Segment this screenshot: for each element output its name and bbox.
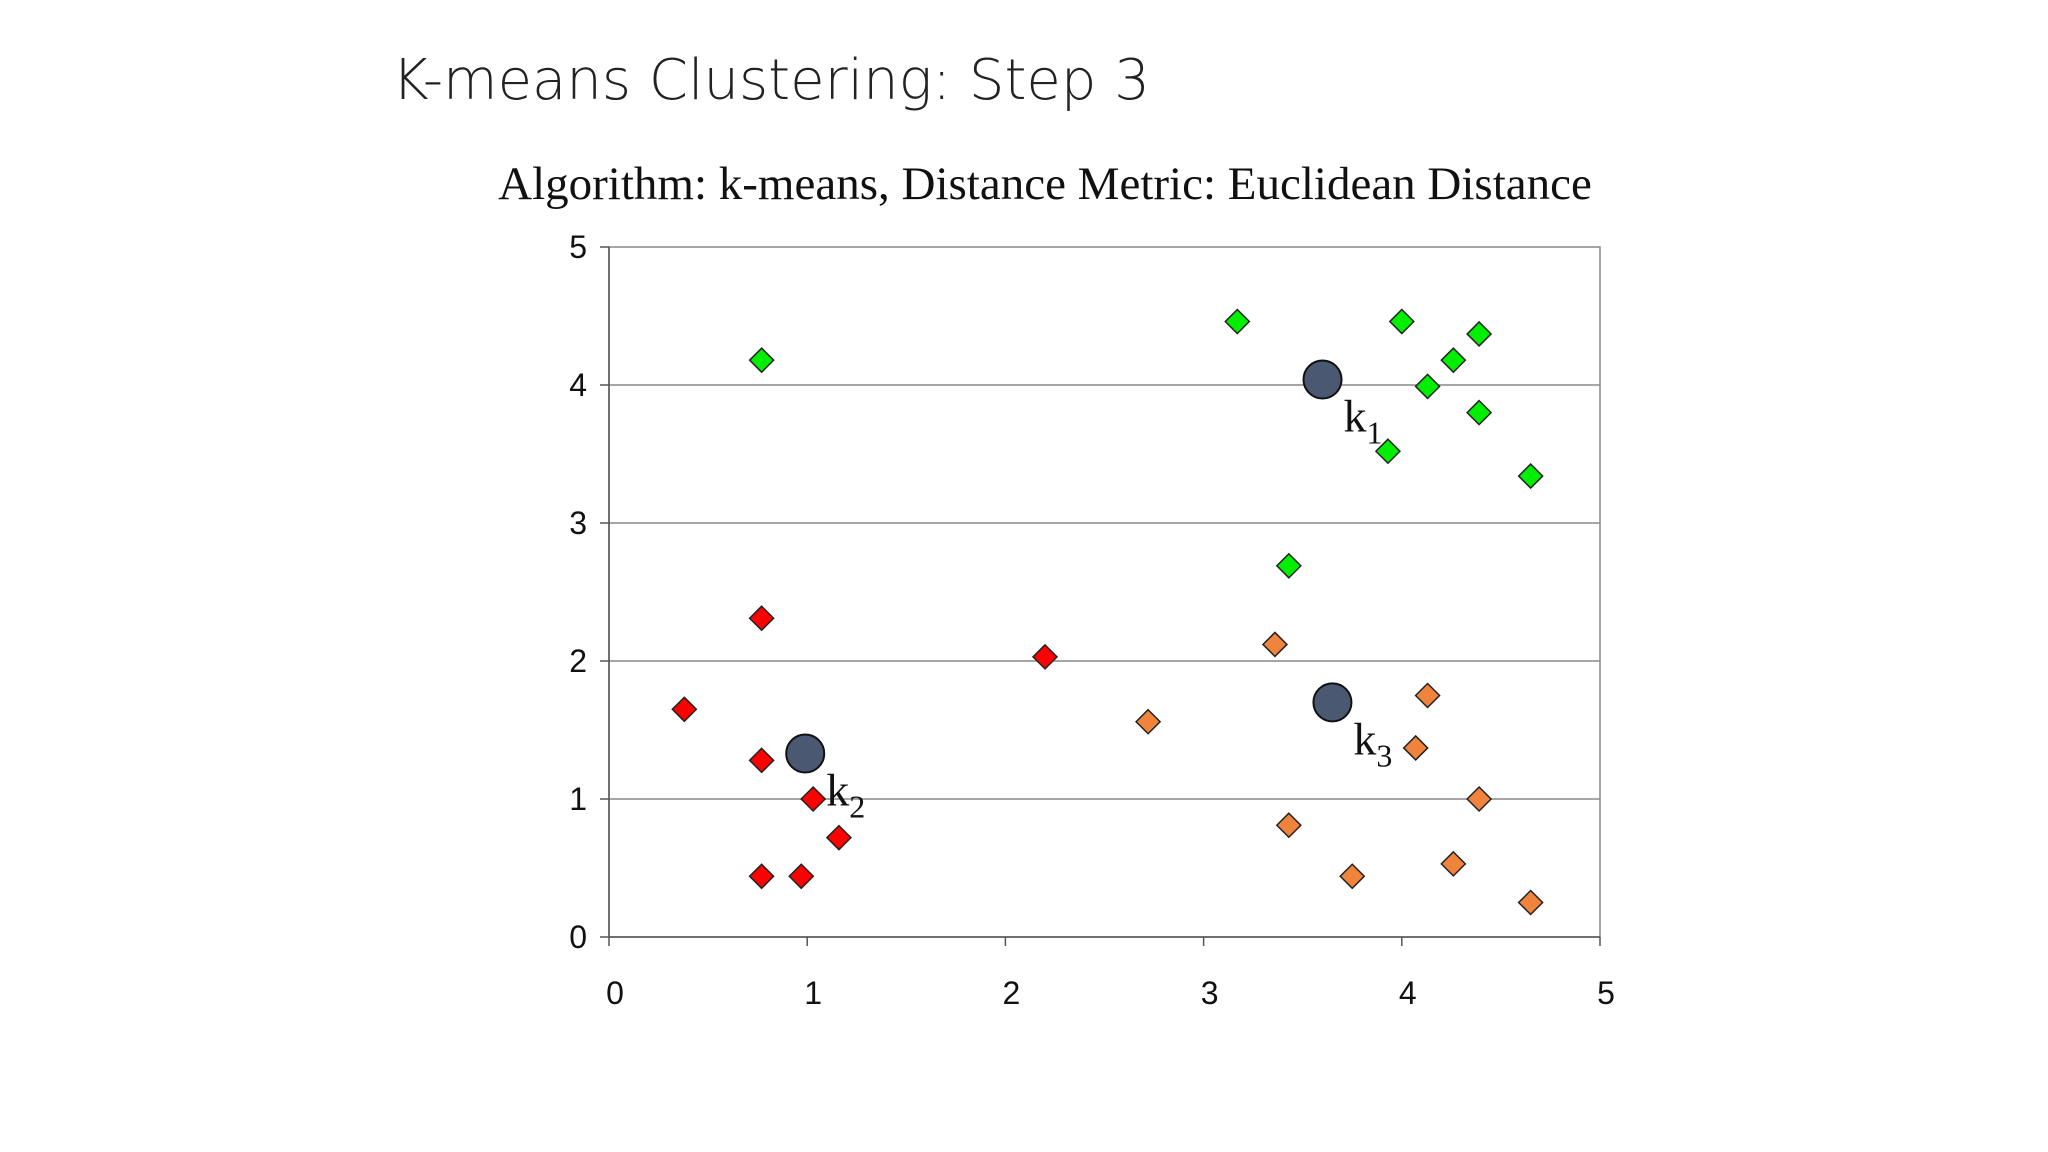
slide-title: K-means Clustering: Step 3 [392, 48, 1150, 113]
x-tick-label: 2 [1003, 975, 1021, 1011]
data-point-cluster-3 [1402, 734, 1429, 762]
data-point-cluster-2 [748, 863, 775, 890]
centroid-k2 [785, 733, 826, 774]
axes: 0 1 2 3 4 5 0 1 2 3 4 5 [569, 229, 1615, 1011]
x-tick-label: 1 [804, 975, 822, 1011]
data-point-cluster-2 [788, 863, 815, 890]
y-tick-label: 3 [569, 505, 587, 541]
centroid-k1 [1302, 359, 1343, 400]
y-tick-label: 0 [569, 919, 587, 955]
data-point-cluster-2 [800, 785, 827, 813]
x-tick-label: 0 [606, 975, 624, 1011]
data-point-cluster-3 [1517, 889, 1544, 916]
chart-title: Algorithm: k-means, Distance Metric: Euc… [498, 158, 1592, 210]
data-point-cluster-2 [671, 696, 698, 723]
data-point-cluster-3 [1261, 631, 1289, 658]
data-point-cluster-2 [1031, 643, 1059, 670]
data-point-cluster-1 [748, 347, 775, 374]
data-point-cluster-1 [1388, 308, 1415, 335]
data-point-cluster-1 [1414, 373, 1441, 400]
data-points [671, 308, 1544, 916]
centroids: k1 k2 k3 [785, 359, 1392, 824]
y-tick-label: 1 [569, 781, 587, 817]
gridlines [609, 384, 1600, 800]
x-tick-label: 4 [1399, 975, 1417, 1011]
data-point-cluster-1 [1224, 308, 1251, 335]
y-tick-label: 5 [569, 229, 587, 265]
x-tick-label: 3 [1201, 975, 1219, 1011]
data-point-cluster-1 [1275, 552, 1302, 579]
data-point-cluster-3 [1414, 682, 1441, 709]
data-point-cluster-2 [825, 824, 852, 851]
data-point-cluster-1 [1466, 320, 1493, 348]
data-point-cluster-1 [1517, 463, 1544, 490]
centroid-label-k3: k3 [1353, 713, 1392, 773]
centroid-k3 [1312, 682, 1353, 723]
data-point-cluster-1 [1440, 347, 1467, 374]
data-point-cluster-2 [748, 605, 775, 632]
data-point-cluster-3 [1339, 863, 1366, 890]
data-point-cluster-1 [1466, 399, 1493, 426]
centroid-label-k1: k1 [1344, 390, 1383, 450]
data-point-cluster-3 [1275, 812, 1302, 839]
y-tick-label: 2 [569, 643, 587, 679]
data-point-cluster-3 [1466, 785, 1493, 813]
data-point-cluster-1 [1374, 438, 1401, 465]
x-tick-label: 5 [1597, 975, 1615, 1011]
data-point-cluster-3 [1440, 850, 1467, 877]
y-tick-label: 4 [569, 367, 587, 403]
data-point-cluster-3 [1135, 708, 1162, 735]
data-point-cluster-2 [748, 747, 775, 774]
centroid-label-k2: k2 [826, 764, 865, 824]
